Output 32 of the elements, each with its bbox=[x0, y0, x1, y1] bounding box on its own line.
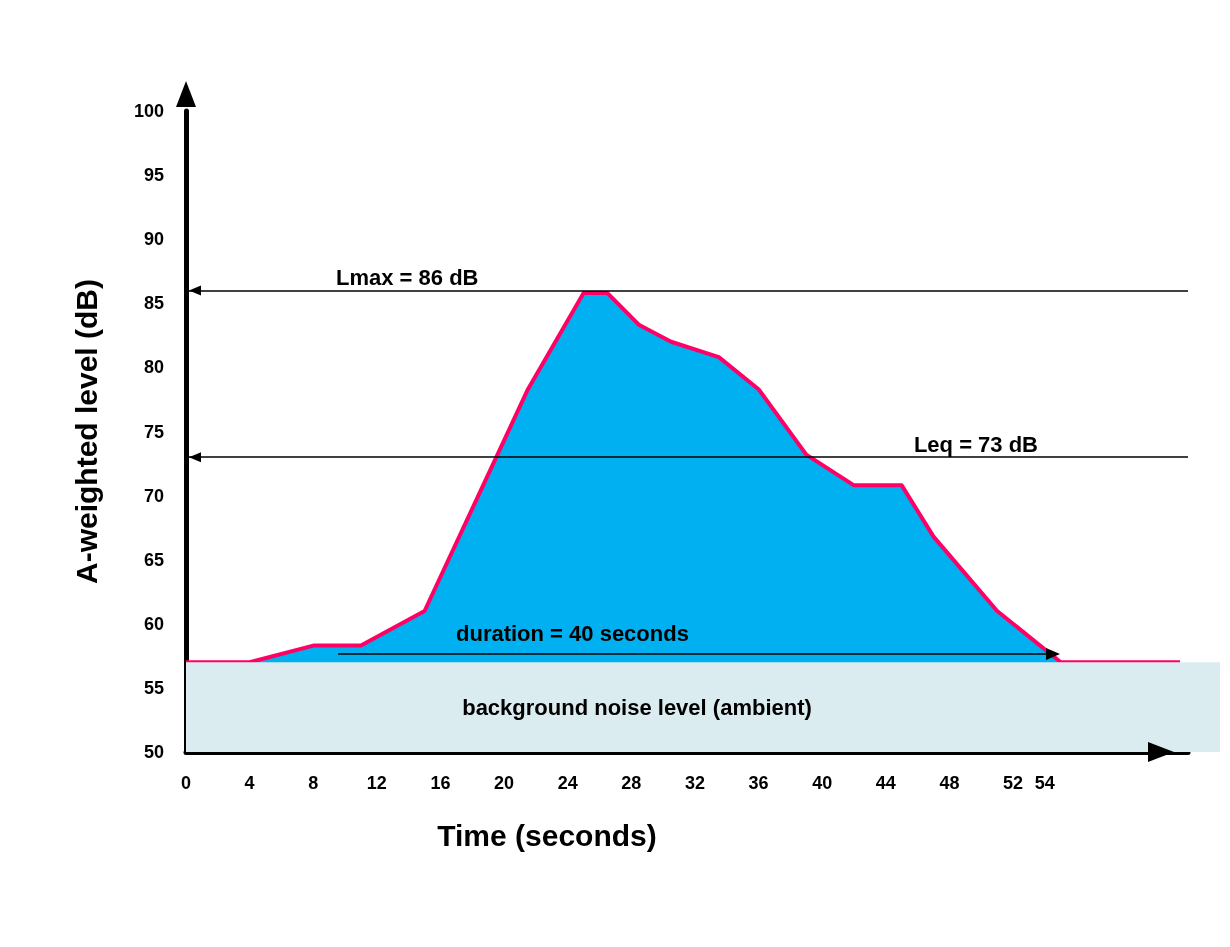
x-tick-label: 40 bbox=[812, 773, 833, 793]
x-tick-label: 52 bbox=[1003, 773, 1024, 793]
y-tick-label: 85 bbox=[143, 293, 164, 314]
x-tick-label: 32 bbox=[684, 773, 705, 793]
x-tick-label: 44 bbox=[875, 773, 896, 793]
y-tick-label: 65 bbox=[143, 549, 164, 570]
x-tick-label: 8 bbox=[308, 773, 319, 793]
ref-line-label: Leq = 73 dB bbox=[913, 431, 1038, 457]
x-tick-label: 28 bbox=[621, 773, 642, 793]
y-tick-label: 55 bbox=[143, 677, 164, 698]
x-axis-title: Time (seconds) bbox=[437, 818, 657, 852]
x-tick-label: 0 bbox=[180, 773, 192, 793]
x-tick-label: 4 bbox=[244, 773, 255, 793]
x-tick-label: 36 bbox=[748, 773, 769, 793]
annotation: duration = 40 seconds bbox=[456, 620, 689, 646]
y-tick-label: 75 bbox=[143, 421, 164, 442]
y-tick-label: 80 bbox=[143, 357, 164, 378]
band-label: background noise level (ambient) bbox=[462, 694, 812, 720]
x-tick-label: 48 bbox=[939, 773, 960, 793]
y-tick-label: 50 bbox=[143, 742, 164, 762]
x-tick-label: 12 bbox=[366, 773, 387, 793]
y-tick-label: 70 bbox=[143, 485, 164, 506]
y-tick-label: 60 bbox=[143, 613, 164, 634]
y-tick-label: 100 bbox=[133, 101, 164, 121]
x-tick-label: 16 bbox=[430, 773, 451, 793]
ref-line-label: Lmax = 86 dB bbox=[336, 264, 479, 290]
x-tick-label: 20 bbox=[494, 773, 515, 793]
y-tick-label: 95 bbox=[143, 165, 164, 186]
y-axis-title: A-weighted level (dB) bbox=[69, 278, 103, 585]
y-tick-label: 90 bbox=[143, 229, 164, 250]
x-tick-label: 24 bbox=[557, 773, 578, 793]
x-tick-label: 54 bbox=[1034, 773, 1055, 793]
